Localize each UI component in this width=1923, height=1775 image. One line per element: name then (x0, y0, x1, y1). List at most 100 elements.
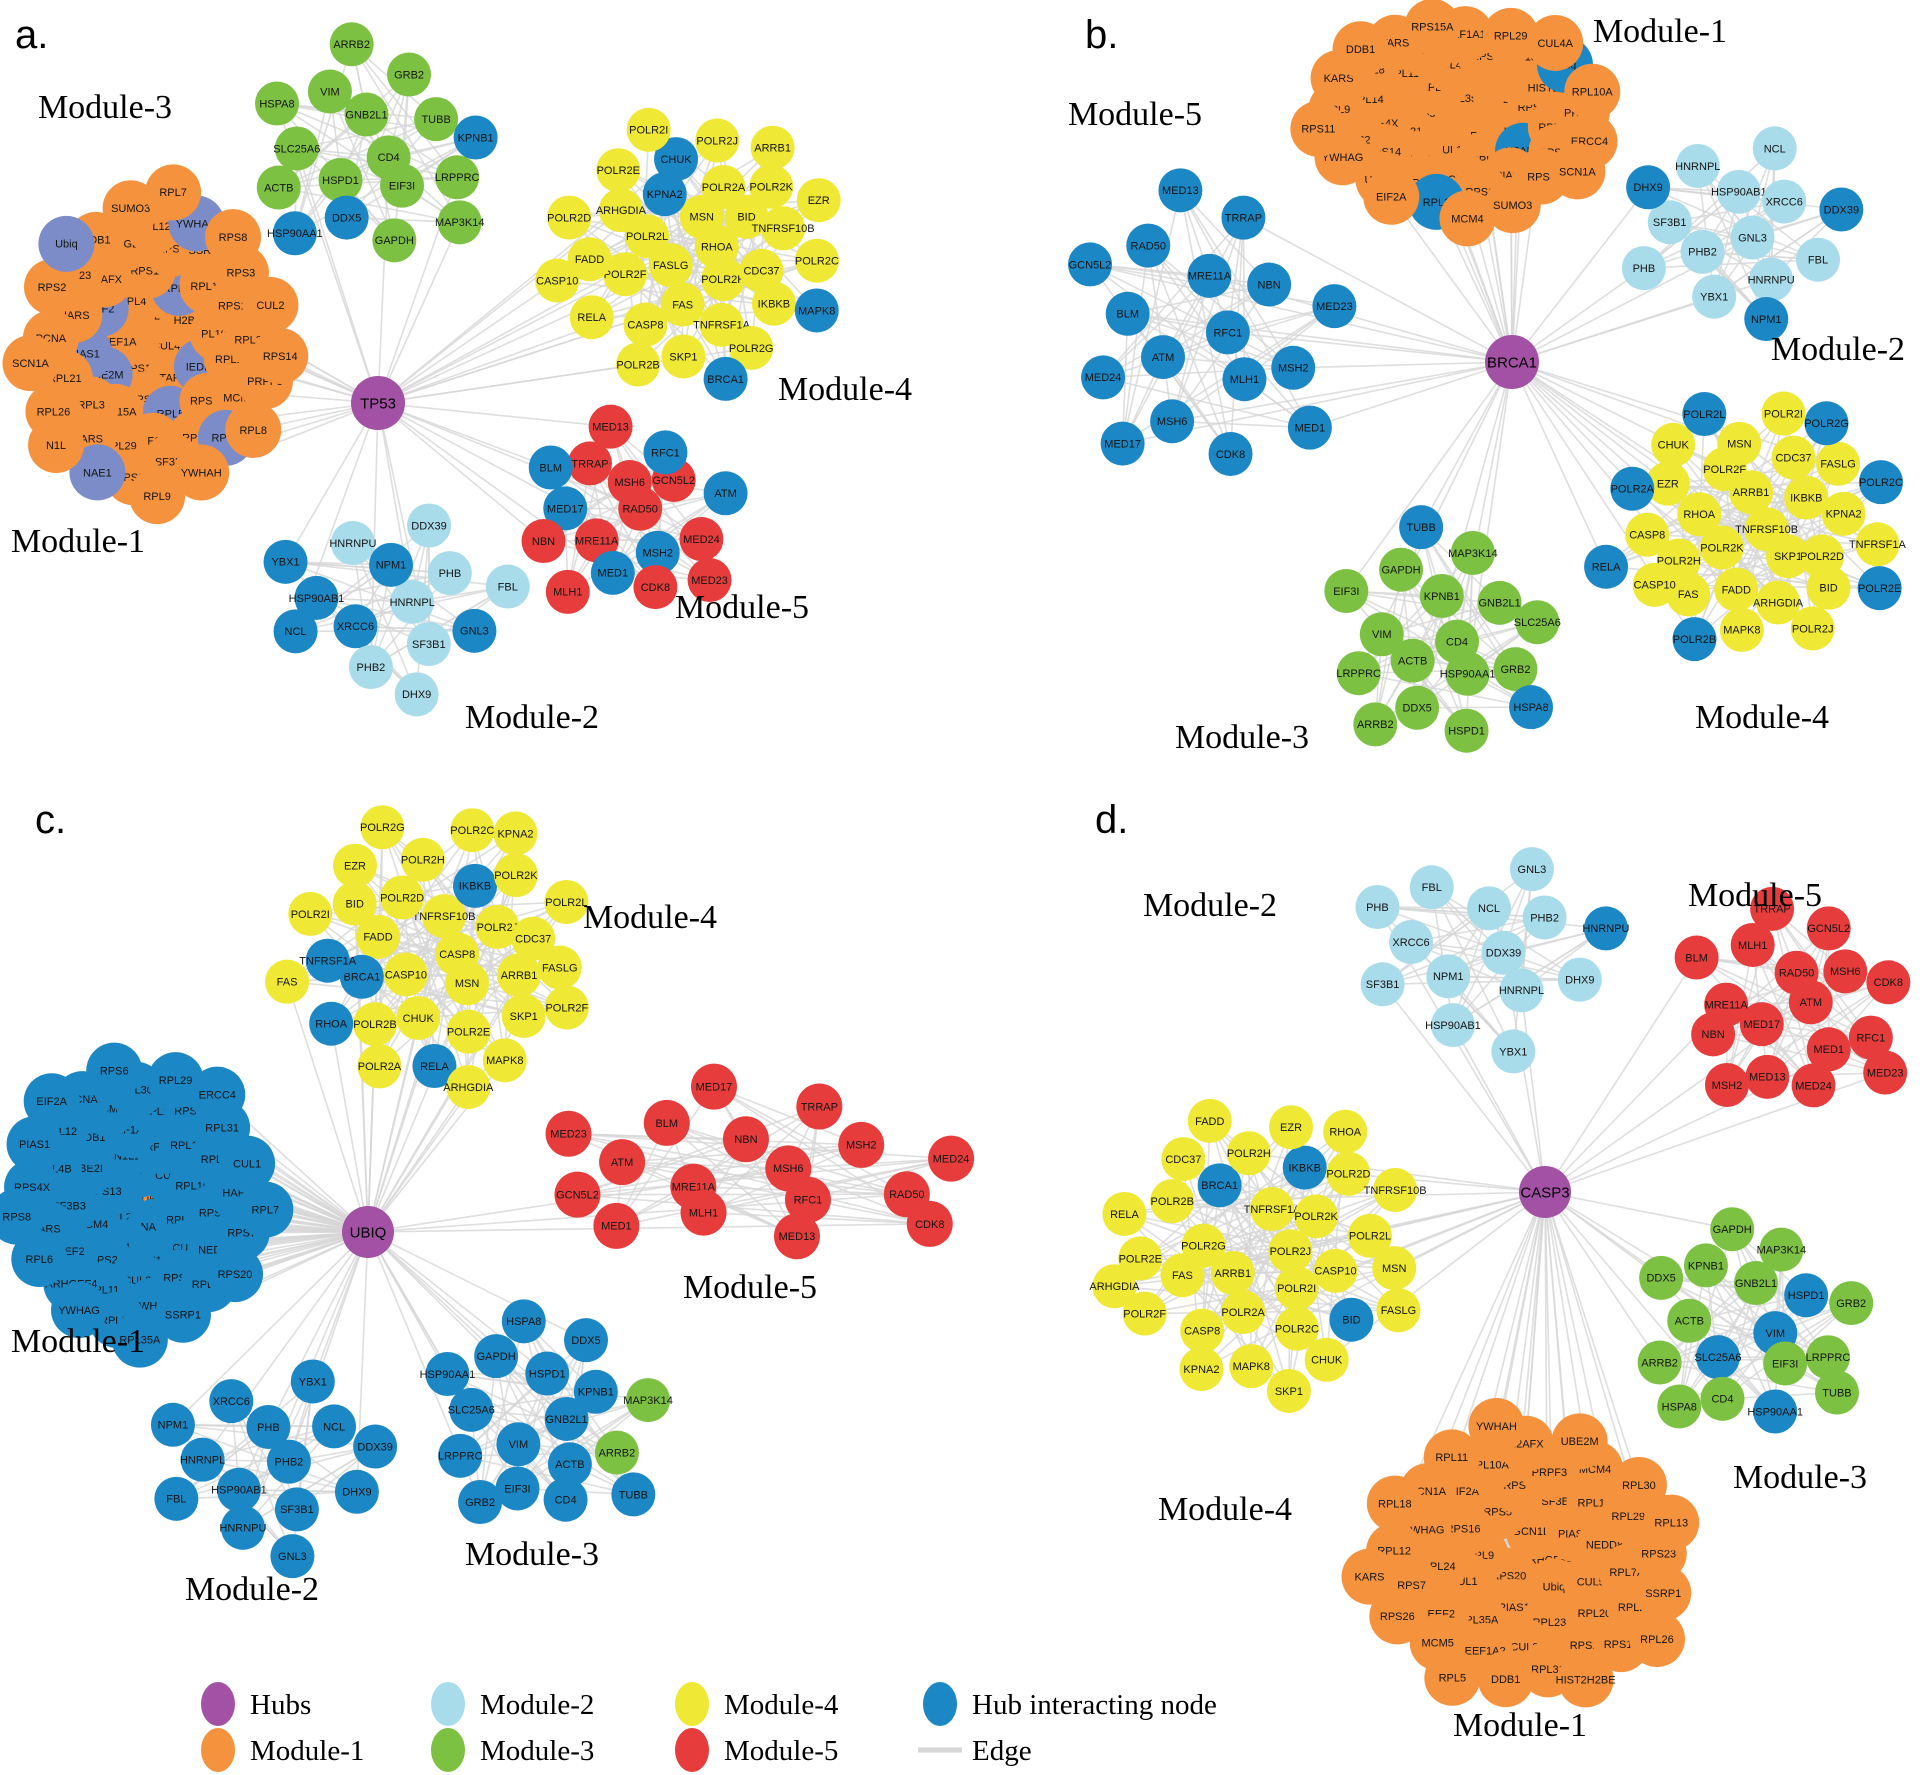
node-label: POLR2B (353, 1019, 396, 1031)
node-label: MRE11A (575, 535, 619, 547)
node-label: HNRNPL (1675, 161, 1720, 173)
network-node (794, 288, 839, 333)
network-node (1796, 237, 1841, 282)
network-node (1409, 865, 1454, 910)
network-node (111, 1311, 168, 1368)
network-node (458, 1480, 503, 1525)
network-node (333, 604, 378, 649)
node-label: ATM (714, 488, 736, 500)
network-node (485, 564, 530, 609)
panel-letter: a. (15, 13, 48, 57)
node-label: MAPK8 (486, 1055, 523, 1067)
node-label: BLM (539, 462, 562, 474)
network-node (369, 542, 414, 587)
network-node (611, 1472, 656, 1517)
node-label: FASLG (1381, 1305, 1416, 1317)
node-label: RPS3 (227, 268, 256, 280)
node-label: POLR2C (1859, 477, 1903, 489)
network-node (263, 539, 308, 584)
node-label: MAP3K14 (1448, 548, 1498, 560)
node-label: POLR2D (380, 892, 424, 904)
node-label: BID (346, 898, 364, 910)
node-label: DDX39 (1824, 204, 1859, 216)
network-node (1857, 566, 1902, 611)
node-label: POLR2A (702, 182, 746, 194)
network-node (1621, 246, 1666, 291)
network-node (648, 243, 693, 288)
network-node (1515, 600, 1560, 645)
network-node (406, 622, 451, 667)
network-node (154, 1476, 199, 1521)
network-node (11, 1230, 68, 1287)
node-label: POLR2K (750, 181, 794, 193)
node-label: TRRAP (571, 458, 608, 470)
node-label: ARRB1 (1214, 1268, 1251, 1280)
node-label: SLC25A6 (273, 143, 320, 155)
network-node (1814, 1370, 1859, 1415)
node-label: HSP90AA1 (420, 1369, 476, 1381)
network-node (435, 155, 480, 200)
node-label: HSP90AB1 (289, 593, 345, 605)
node-label: POLR2B (616, 359, 659, 371)
module-label: Module-2 (465, 699, 599, 736)
node-label: EZR (1280, 1122, 1302, 1134)
network-node (593, 1202, 640, 1249)
node-label: MAP3K14 (623, 1395, 673, 1407)
node-label: SF3B1 (412, 639, 446, 651)
network-node (588, 404, 633, 449)
node-label: KPNA2 (497, 828, 533, 840)
network-node (344, 92, 389, 137)
node-label: TRRAP (801, 1101, 838, 1113)
network-node (206, 1246, 263, 1303)
hub-node (342, 1206, 394, 1258)
node-label: EZR (808, 195, 830, 207)
node-label: TNFRSF10B (413, 911, 476, 923)
module-label: Module-3 (465, 1536, 599, 1573)
network-node (1509, 847, 1554, 892)
network-node (28, 416, 85, 473)
network-node (599, 1139, 646, 1186)
node-label: CD4 (1711, 1394, 1733, 1406)
node-label: MSH2 (642, 548, 673, 560)
node-label: SKP1 (510, 1011, 538, 1023)
node-label: XRCC6 (213, 1396, 250, 1408)
network-node (1774, 950, 1819, 995)
network-node (1637, 1340, 1682, 1385)
network-node (554, 1171, 601, 1218)
node-label: KPNA2 (1183, 1364, 1219, 1376)
node-label: MSH2 (1712, 1080, 1743, 1092)
network-node (794, 238, 839, 283)
network-node (1100, 421, 1145, 466)
network-node (1068, 242, 1113, 287)
network-node (1704, 1062, 1749, 1107)
network-node (1700, 1376, 1745, 1421)
node-label: LRPPRC (1336, 668, 1381, 680)
node-label: ARRB2 (1641, 1357, 1678, 1369)
node-label: KARS (1355, 1572, 1385, 1584)
node-label: POLR2E (1119, 1253, 1162, 1265)
network-node (1745, 1054, 1790, 1099)
node-label: CDC37 (743, 266, 779, 278)
node-label: SUMO3 (111, 203, 150, 215)
network-node (567, 441, 612, 486)
node-label: CHUK (403, 1013, 435, 1025)
network-node (1294, 1194, 1339, 1239)
legend-label: Module-2 (480, 1689, 594, 1721)
hub-label: UBIQ (350, 1224, 387, 1241)
network-node (1468, 1397, 1525, 1454)
node-label: DHX9 (1565, 974, 1594, 986)
node-label: SCN1A (12, 358, 49, 370)
node-label: FADD (575, 254, 604, 266)
node-label: RPL30 (1622, 1480, 1656, 1492)
network-node (1632, 562, 1677, 607)
node-label: YBX1 (271, 557, 299, 569)
network-node (1274, 1306, 1319, 1351)
network-node (1266, 1368, 1311, 1413)
node-label: GNL3 (278, 1551, 307, 1563)
node-label: CDK8 (641, 582, 670, 594)
node-label: YWHAH (1476, 1421, 1517, 1433)
network-node (427, 551, 472, 596)
node-label: NBN (1702, 1029, 1725, 1041)
network-node (1373, 1167, 1418, 1212)
node-label: SLC25A6 (1694, 1352, 1741, 1364)
